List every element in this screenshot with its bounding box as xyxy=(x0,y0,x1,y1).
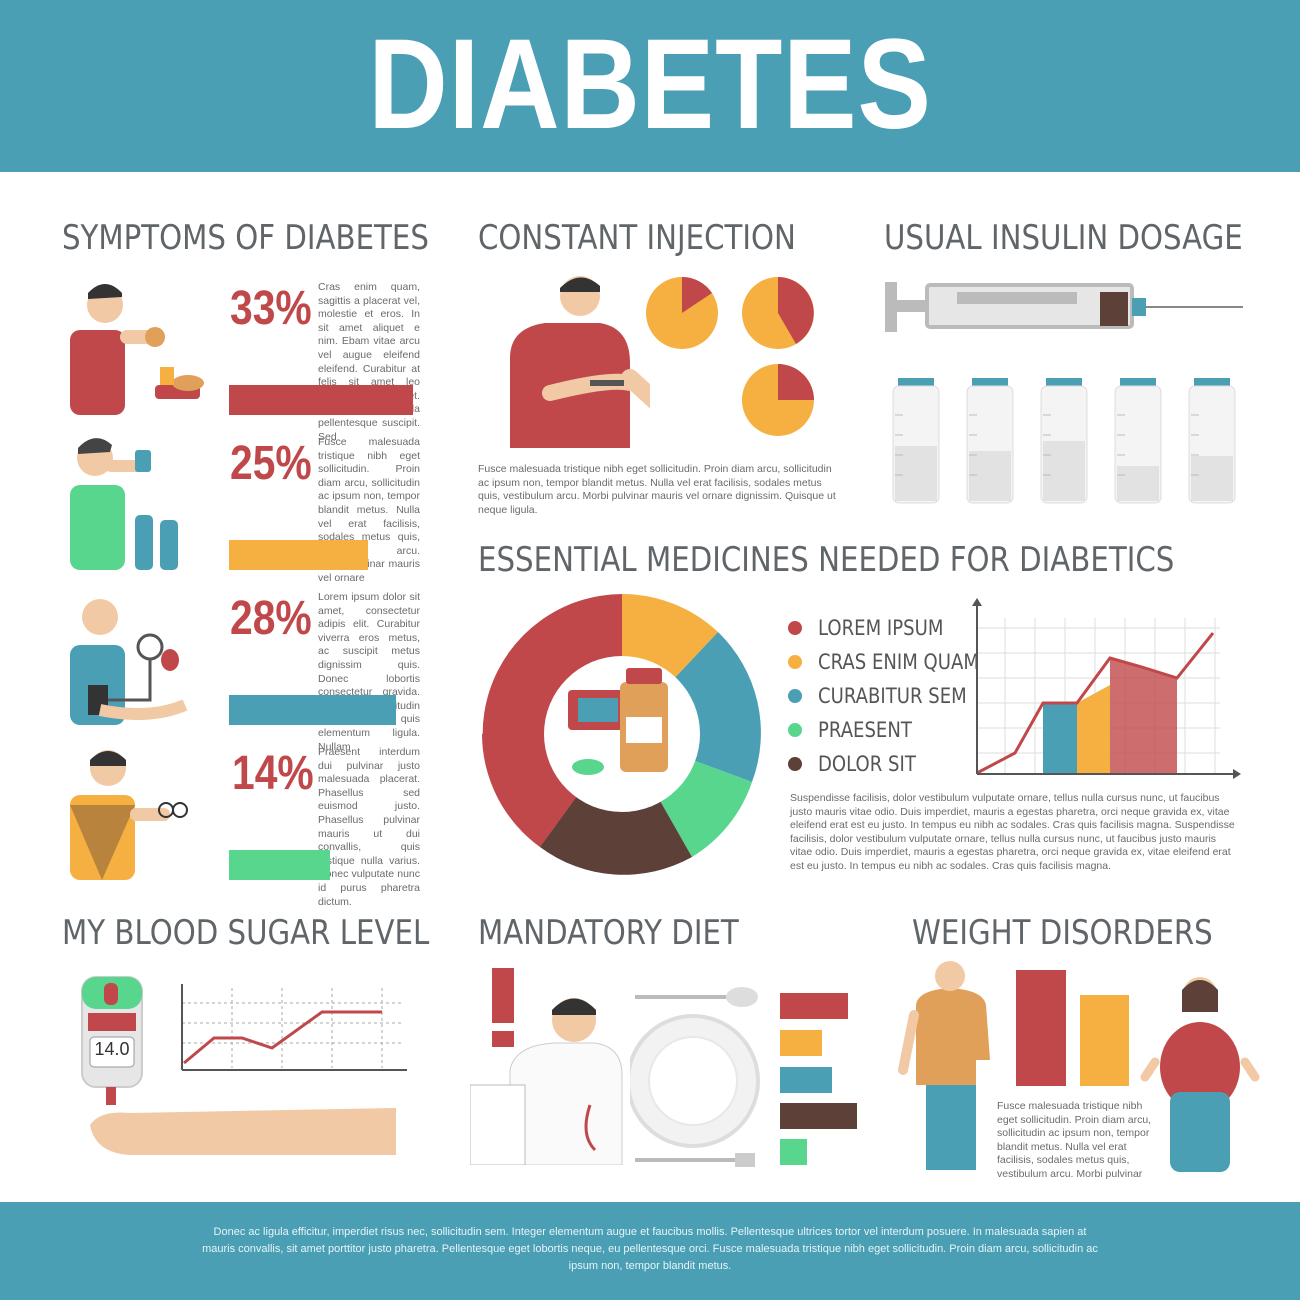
medicines-title: ESSENTIAL MEDICINES NEEDED FOR DIABETICS xyxy=(478,540,1175,580)
diet-bar-4 xyxy=(780,1103,857,1129)
medicines-legend: LOREM IPSUM CRAS ENIM QUAM CURABITUR SEM PR… xyxy=(788,611,1005,781)
doctor-illustration xyxy=(470,968,623,1165)
symptom-3-percent: 28% xyxy=(230,592,312,645)
symptom-2-text: Fusce malesuada tristique nibh eget soll… xyxy=(318,436,420,584)
diet-title: MANDATORY DIET xyxy=(478,913,739,953)
symptom-1-text: Cras enim quam, sagittis a placerat vel,… xyxy=(318,281,420,443)
insulin-vial xyxy=(1114,378,1162,504)
symptom-4-text: Praesent interdum dui pulvinar justo mal… xyxy=(318,746,420,908)
insulin-vial xyxy=(966,378,1014,504)
diet-bar-3 xyxy=(780,1067,832,1093)
injection-pie-charts xyxy=(646,276,814,436)
legend-item: DOLOR SIT xyxy=(788,747,1005,781)
weight-bar-red xyxy=(1016,970,1066,1086)
legend-item: PRAESENT xyxy=(788,713,1005,747)
injecting-person-illustration xyxy=(510,276,650,448)
legend-label: LOREM IPSUM xyxy=(818,616,944,640)
symptom-3-bar xyxy=(229,695,396,725)
hand-illustration xyxy=(90,1108,396,1155)
glucose-meter-illustration xyxy=(81,976,143,1105)
legend-item: LOREM IPSUM xyxy=(788,611,1005,645)
thin-man-illustration xyxy=(898,961,990,1170)
legend-item: CRAS ENIM QUAM xyxy=(788,645,1005,679)
page-title: DIABETES INFOGRAPHICS xyxy=(222,13,1078,306)
legend-label: DOLOR SIT xyxy=(818,752,916,776)
weight-title: WEIGHT DISORDERS xyxy=(912,913,1213,953)
blood-pressure-illustration xyxy=(70,599,188,725)
legend-dot xyxy=(788,621,802,635)
legend-dot xyxy=(788,757,802,771)
plate-cutlery-illustration xyxy=(630,987,760,1167)
legend-label: CURABITUR SEM xyxy=(818,684,967,708)
legend-dot xyxy=(788,655,802,669)
medicines-donut-chart xyxy=(482,593,761,875)
medicines-line-chart xyxy=(972,598,1241,779)
legend-label: CRAS ENIM QUAM xyxy=(818,650,979,674)
insulin-vial xyxy=(1188,378,1236,504)
weight-bar-orange xyxy=(1080,995,1129,1086)
insulin-vial xyxy=(892,378,940,504)
symptom-1-bar xyxy=(229,385,413,415)
symptom-1-percent: 33% xyxy=(230,282,312,335)
legend-label: PRAESENT xyxy=(818,718,912,742)
symptom-2-bar xyxy=(229,540,368,570)
blood-sugar-title: MY BLOOD SUGAR LEVEL xyxy=(62,913,430,953)
diet-bar-1 xyxy=(780,993,848,1019)
vision-problem-illustration xyxy=(70,750,188,880)
blood-sugar-chart xyxy=(181,984,407,1071)
legend-dot xyxy=(788,723,802,737)
insulin-vials xyxy=(892,378,1236,504)
diet-bar-2 xyxy=(780,1030,822,1056)
footer-banner xyxy=(0,1202,1300,1300)
symptom-3-text: Lorem ipsum dolor sit amet, consectetur … xyxy=(318,591,420,753)
medicines-text: Suspendisse facilisis, dolor vestibulum … xyxy=(790,792,1235,872)
footer-text: Donec ac ligula efficitur, imperdiet ris… xyxy=(202,1226,1098,1272)
insulin-vial xyxy=(1040,378,1088,504)
drinking-person-illustration xyxy=(70,438,178,570)
syringe-illustration xyxy=(885,282,1243,332)
overweight-woman-illustration xyxy=(1140,977,1260,1172)
header-banner xyxy=(0,0,1300,172)
legend-dot xyxy=(788,689,802,703)
symptom-2-percent: 25% xyxy=(230,437,312,490)
legend-item: CURABITUR SEM xyxy=(788,679,1005,713)
injection-text: Fusce malesuada tristique nibh eget soll… xyxy=(478,463,836,516)
diet-bar-5 xyxy=(780,1139,807,1165)
symptom-4-percent: 14% xyxy=(232,747,314,800)
insulin-title: USUAL INSULIN DOSAGE xyxy=(884,218,1243,258)
weight-text: Fusce malesuada tristique nibh eget soll… xyxy=(997,1100,1152,1180)
symptom-4-bar xyxy=(229,850,330,880)
eating-person-illustration xyxy=(70,284,204,415)
symptoms-title: SYMPTOMS OF DIABETES xyxy=(62,218,429,258)
injection-title: CONSTANT INJECTION xyxy=(478,218,796,258)
glucose-reading: 14.0 xyxy=(94,1039,130,1059)
